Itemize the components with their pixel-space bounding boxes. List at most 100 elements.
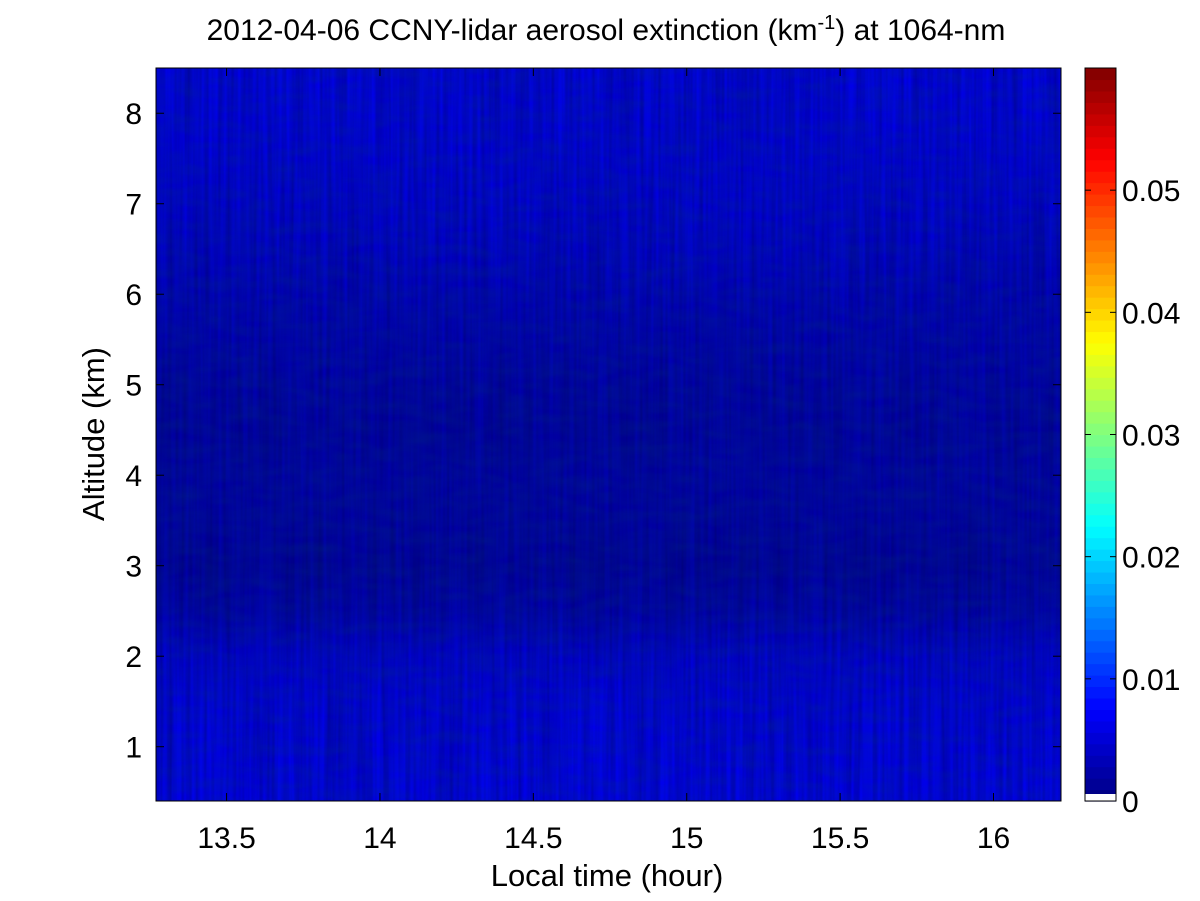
x-tick-label: 13.5 [197,822,255,855]
colorbar-swatch [1085,308,1116,321]
colorbar-swatch [1085,377,1116,390]
colorbar-tick-label: 0.02 [1122,542,1180,575]
chart-title-superscript: -1 [817,12,835,34]
colorbar-swatch [1085,629,1116,642]
colorbar-tick-labels: 0 0.01 0.02 0.03 0.04 0.05 [1122,175,1180,819]
colorbar-swatch [1085,720,1116,733]
colorbar-tick-label: 0.01 [1122,664,1180,697]
y-axis-label: Altitude (km) [76,347,111,521]
colorbar-swatch [1085,113,1116,126]
colorbar-swatch [1085,319,1116,333]
colorbar-swatch [1085,652,1116,665]
colorbar-swatch [1085,423,1116,436]
colorbar-swatch [1085,594,1116,607]
colorbar-swatch [1085,285,1116,298]
colorbar [1084,67,1117,802]
colorbar-swatch [1085,205,1116,218]
colorbar-swatch [1085,171,1116,184]
colorbar-swatch [1085,136,1116,149]
colorbar-swatch [1085,549,1116,562]
colorbar-swatch [1085,778,1116,791]
x-tick-label: 14.5 [504,822,562,855]
colorbar-swatch [1085,537,1116,550]
colorbar-swatch [1085,79,1116,92]
colorbar-swatch [1085,503,1116,516]
colorbar-tick-label: 0.04 [1122,297,1180,330]
colorbar-swatch [1085,90,1116,103]
colorbar-swatch [1085,365,1116,378]
colorbar-base-swatch [1085,794,1116,801]
colorbar-swatch [1085,709,1116,722]
colorbar-swatch [1085,182,1116,195]
colorbar-swatch [1085,434,1116,447]
colorbar-swatch [1085,125,1116,138]
colorbar-swatch [1085,743,1116,756]
x-tick-label: 15 [670,822,703,855]
colorbar-frame [1084,67,1117,802]
colorbar-tick-label: 0.05 [1122,175,1180,208]
plot-ticks [156,68,1061,801]
colorbar-swatch [1085,457,1116,470]
colorbar-swatch [1085,697,1116,710]
colorbar-swatch [1085,617,1116,630]
heatmap-plot-area [155,67,1062,802]
colorbar-swatch [1085,354,1116,367]
colorbar-swatch [1085,606,1116,619]
plot-frame [155,67,1062,802]
colorbar-swatch [1085,68,1116,81]
colorbar-swatch [1085,251,1116,264]
colorbar-tick-label: 0.03 [1122,420,1180,453]
colorbar-swatch [1085,148,1116,161]
colorbar-swatch [1085,400,1116,413]
x-tick-label: 16 [977,822,1010,855]
y-tick-label: 7 [125,189,142,222]
heatmap-grain [156,68,1061,801]
colorbar-swatch [1085,159,1116,172]
colorbar-swatch [1085,228,1116,241]
colorbar-swatch [1085,102,1116,115]
colorbar-swatch [1085,297,1116,310]
svg-text:2012-04-06 CCNY-lidar aerosol: 2012-04-06 CCNY-lidar aerosol extinction… [207,12,1006,47]
colorbar-swatch [1085,411,1116,424]
y-tick-labels: 1 2 3 4 5 6 7 8 [125,98,142,764]
colorbar-swatch [1085,274,1116,287]
y-tick-label: 4 [125,460,142,493]
y-tick-label: 3 [125,551,142,584]
y-tick-label: 2 [125,641,142,674]
colorbar-swatch [1085,675,1116,688]
colorbar-swatch [1085,686,1116,699]
colorbar-swatch [1085,480,1116,493]
x-axis-label: Local time (hour) [491,858,724,893]
colorbar-swatch [1085,640,1116,653]
colorbar-swatch [1085,193,1116,207]
colorbar-swatch [1085,262,1116,275]
colorbar-swatch [1085,514,1116,527]
y-tick-label: 8 [125,98,142,131]
colorbar-swatches [1085,68,1116,802]
colorbar-swatch [1085,766,1116,779]
colorbar-swatch [1085,526,1116,539]
colorbar-swatch [1085,331,1116,344]
colorbar-swatch [1085,663,1116,676]
chart-title-suffix: ) at 1064-nm [835,14,1005,47]
y-tick-label: 6 [125,279,142,312]
colorbar-swatch [1085,560,1116,573]
chart-title-prefix: 2012-04-06 CCNY-lidar aerosol extinction… [207,14,818,47]
colorbar-swatch [1085,491,1116,504]
colorbar-tick-label: 0 [1122,786,1139,819]
colorbar-swatch [1085,732,1116,745]
colorbar-swatch [1085,216,1116,229]
colorbar-swatch [1085,388,1116,401]
colorbar-swatch [1085,342,1116,355]
colorbar-swatch [1085,445,1116,459]
chart-title: 2012-04-06 CCNY-lidar aerosol extinction… [207,12,1006,47]
colorbar-swatch [1085,239,1116,252]
colorbar-swatch [1085,755,1116,768]
x-tick-label: 15.5 [811,822,869,855]
colorbar-swatch [1085,583,1116,596]
colorbar-swatch [1085,468,1116,481]
x-tick-label: 14 [363,822,396,855]
x-tick-labels: 13.5 14 14.5 15 15.5 16 [197,822,1010,855]
y-tick-label: 1 [125,732,142,765]
